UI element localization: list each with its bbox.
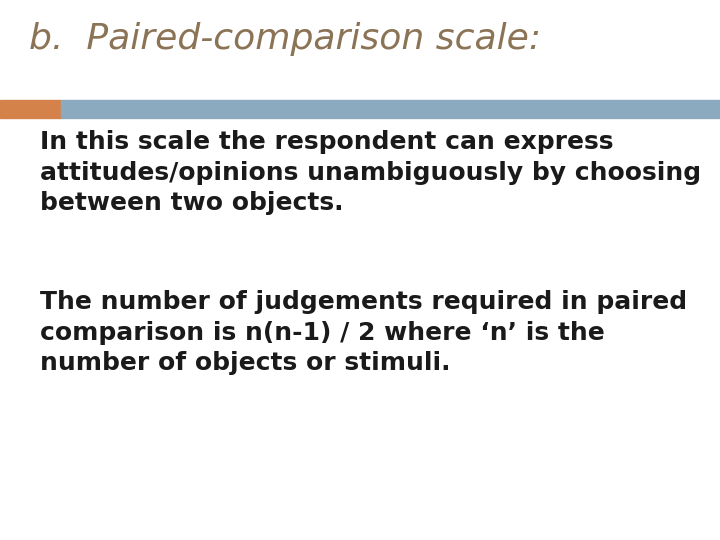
Bar <box>0 100 61 118</box>
Text: In this scale the respondent can express
attitudes/opinions unambiguously by cho: In this scale the respondent can express… <box>40 130 701 215</box>
Text: b.  Paired-comparison scale:: b. Paired-comparison scale: <box>29 22 541 56</box>
Text: The number of judgements required in paired
comparison is n(n-1) / 2 where ‘n’ i: The number of judgements required in pai… <box>40 290 687 375</box>
Bar <box>61 100 720 118</box>
